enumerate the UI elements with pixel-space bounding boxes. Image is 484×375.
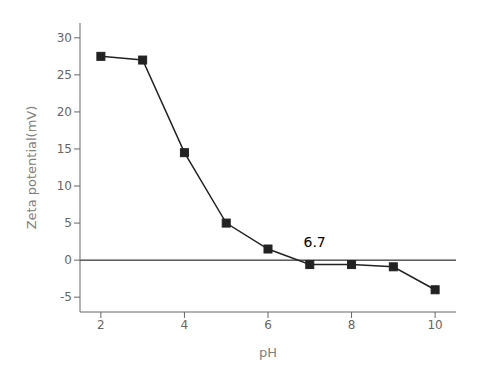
svg-text:30: 30 [57, 31, 72, 45]
svg-text:Zeta potential(mV): Zeta potential(mV) [24, 106, 39, 230]
svg-text:10: 10 [57, 179, 72, 193]
svg-text:8: 8 [348, 318, 356, 332]
svg-text:0: 0 [64, 253, 72, 267]
svg-text:15: 15 [57, 142, 72, 156]
svg-text:pH: pH [259, 345, 277, 360]
svg-text:10: 10 [427, 318, 442, 332]
svg-text:-5: -5 [60, 290, 72, 304]
svg-text:6.7: 6.7 [304, 234, 326, 250]
svg-text:20: 20 [57, 105, 72, 119]
svg-text:2: 2 [97, 318, 105, 332]
svg-text:6: 6 [264, 318, 272, 332]
svg-text:4: 4 [181, 318, 189, 332]
svg-text:25: 25 [57, 68, 72, 82]
svg-text:5: 5 [64, 216, 72, 230]
